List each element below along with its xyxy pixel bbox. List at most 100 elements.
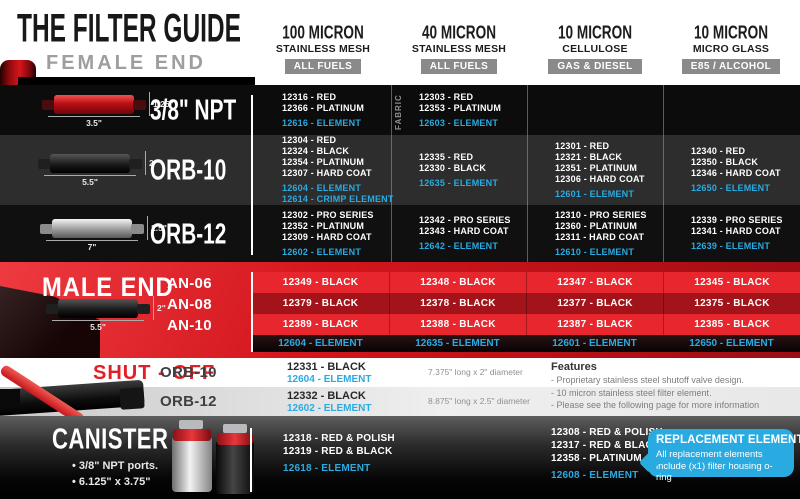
- table-row: 2.5" 7" ORB-12 12302 - PRO SERIES 12352 …: [0, 205, 800, 262]
- part-number: 12349 - BLACK: [282, 277, 359, 288]
- element-part-number: 12650 - ELEMENT: [689, 338, 774, 349]
- filter-cap-shape: [129, 159, 142, 169]
- spec-bullet: • 6.125" x 3.75": [72, 476, 151, 488]
- part-number: 12358 - PLATINUM: [551, 453, 642, 464]
- replacement-elements-callout: REPLACEMENT ELEMENTS All replacement ele…: [648, 429, 800, 483]
- part-number: 12330 - BLACK: [419, 162, 487, 173]
- filter-cap-shape: [133, 100, 146, 110]
- part-number: 12340 - RED: [691, 146, 746, 156]
- filter-cap-shape: [131, 224, 144, 234]
- row-label: ORB-10: [150, 152, 227, 186]
- part-number: 12321 - BLACK: [555, 151, 623, 162]
- part-number: 12353 - PLATINUM: [419, 102, 502, 113]
- column-header-10-micron-cellulose: 10 MICRON CELLULOSE GAS & DIESEL: [527, 21, 663, 74]
- part-number: 12342 - PRO SERIES: [419, 215, 511, 225]
- table-top-bar: [18, 77, 255, 85]
- row-label: AN-10: [167, 317, 212, 334]
- white-divider-line: [251, 95, 253, 255]
- parts-cell: 12310 - PRO SERIES 12360 - PLATINUM 1231…: [527, 205, 663, 262]
- filter-cap-shape: [38, 159, 51, 169]
- part-number: 12335 - RED: [419, 151, 474, 162]
- feature-item: - Please see the following page for more…: [551, 400, 760, 410]
- canister-specs: • 3/8" NPT ports. • 6.125" x 3.75": [72, 458, 158, 490]
- element-part-number: 12635 - ELEMENT: [415, 338, 500, 349]
- part-number: 12388 - BLACK: [389, 314, 526, 335]
- part-number: 12304 - RED: [282, 135, 337, 145]
- female-end-table: 1.25" 3.5" 3/8" NPT 12316 - RED 12366 - …: [0, 85, 800, 262]
- column-header-10-micron-microglass: 10 MICRON MICRO GLASS E85 / ALCOHOL: [663, 21, 799, 74]
- row-label: ORB-12: [150, 216, 227, 250]
- part-number: 12339 - PRO SERIES: [691, 215, 783, 225]
- size-note: 8.875" long x 2.5" diameter: [428, 396, 530, 406]
- canister-filter-photo-black: [216, 424, 254, 494]
- callout-body: All replacement elements include (x1) fi…: [656, 449, 773, 483]
- row-label: 3/8" NPT: [150, 92, 237, 126]
- parts-cell: 12318 - RED & POLISH 12319 - RED & BLACK…: [283, 432, 395, 475]
- row-label-area: 2.5" 7" ORB-12: [0, 205, 255, 262]
- part-number: 12309 - HARD COAT: [282, 231, 372, 242]
- part-number: 12341 - HARD COAT: [691, 226, 781, 236]
- column-micron-label: 40 MICRON: [421, 21, 497, 43]
- part-number: 12345 - BLACK: [663, 272, 800, 293]
- column-micron-label: 10 MICRON: [693, 21, 769, 43]
- element-part-number: 12614 - CRIMP ELEMENT: [282, 194, 394, 204]
- row-label: AN-08: [167, 296, 212, 313]
- part-number: 12377 - BLACK: [526, 293, 663, 314]
- filter-cap-shape: [42, 100, 55, 110]
- part-number: 12310 - PRO SERIES: [555, 209, 647, 220]
- dimension-height: 2": [145, 151, 158, 175]
- parts-cell: 12316 - RED 12366 - PLATINUM 12616 - ELE…: [255, 85, 391, 135]
- dimension-length: 5.5": [52, 320, 144, 332]
- part-number: 12351 - PLATINUM: [555, 162, 638, 173]
- dimension-length: 5.5": [44, 175, 136, 187]
- part-number: 12389 - BLACK: [282, 319, 359, 330]
- row-label-area: 2" 5.5" ORB-10: [0, 135, 255, 205]
- callout-title: REPLACEMENT ELEMENTS: [656, 434, 800, 446]
- parts-cell: 12303 - RED 12353 - PLATINUM 12603 - ELE…: [391, 85, 527, 135]
- parts-cell: 12302 - PRO SERIES 12352 - PLATINUM 1230…: [255, 205, 391, 262]
- inline-filter-photo: 2" 5.5": [36, 151, 164, 187]
- fuel-badge: GAS & DIESEL: [548, 59, 642, 74]
- row-label: ORB-12: [160, 393, 217, 410]
- column-micron-label: 10 MICRON: [557, 21, 633, 43]
- dimension-length: 7": [46, 240, 138, 252]
- dimension-height: 2.5": [147, 216, 167, 240]
- column-header-40-micron: 40 MICRON STAINLESS MESH ALL FUELS: [391, 21, 527, 74]
- canister-section-label: CANISTER: [52, 422, 169, 455]
- filter-cap-shape: [40, 224, 53, 234]
- part-number: 12302 - PRO SERIES: [282, 209, 374, 220]
- dimension-length: 3.5": [48, 116, 140, 128]
- element-part-number: 12642 - ELEMENT: [419, 241, 499, 251]
- row-label-area: 1.25" 3.5" 3/8" NPT: [0, 85, 255, 135]
- column-media-label: CELLULOSE: [562, 43, 628, 55]
- part-number: 12348 - BLACK: [389, 272, 526, 293]
- element-part-number: 12608 - ELEMENT: [551, 470, 639, 481]
- column-media-label: MICRO GLASS: [692, 43, 770, 55]
- table-row: 2" 5.5" ORB-10 12304 - RED 12324 - BLACK…: [0, 135, 800, 205]
- part-number: 12324 - BLACK: [282, 146, 350, 156]
- male-end-section-label: MALE END: [42, 272, 174, 303]
- element-part-number: 12604 - ELEMENT: [287, 374, 372, 385]
- filter-body-shape: [52, 219, 132, 238]
- part-number: 12375 - BLACK: [663, 293, 800, 314]
- spec-bullet: • 3/8" NPT ports.: [72, 460, 159, 472]
- part-number: 12347 - BLACK: [526, 272, 663, 293]
- page-title: THE FILTER GUIDE: [17, 6, 241, 51]
- canister-filter-photo-polish: [172, 420, 212, 492]
- inline-filter-photo: 1.25" 3.5": [40, 92, 174, 128]
- part-number: 12331 - BLACK: [287, 361, 366, 373]
- part-number: 12385 - BLACK: [663, 314, 800, 335]
- fuel-badge: ALL FUELS: [284, 59, 362, 74]
- row-label: AN-06: [167, 275, 212, 292]
- parts-cell: 12342 - PRO SERIES 12343 - HARD COAT 126…: [391, 205, 527, 262]
- part-number: 12366 - PLATINUM: [282, 102, 365, 113]
- part-number: 12379 - BLACK: [282, 298, 359, 309]
- parts-cell: 12339 - PRO SERIES 12341 - HARD COAT 126…: [663, 205, 799, 262]
- parts-cell-empty: [663, 85, 799, 135]
- features-block: Features - Proprietary stainless steel s…: [551, 361, 759, 412]
- male-end-section: MALE END 2" 5.5" AN-06 AN-08 AN-10 12349…: [0, 262, 800, 358]
- element-part-number: 12604 - ELEMENT: [282, 183, 362, 193]
- element-part-number: 12639 - ELEMENT: [691, 241, 771, 251]
- part-number: 12306 - HARD COAT: [555, 173, 645, 184]
- filter-body-shape: [50, 154, 130, 173]
